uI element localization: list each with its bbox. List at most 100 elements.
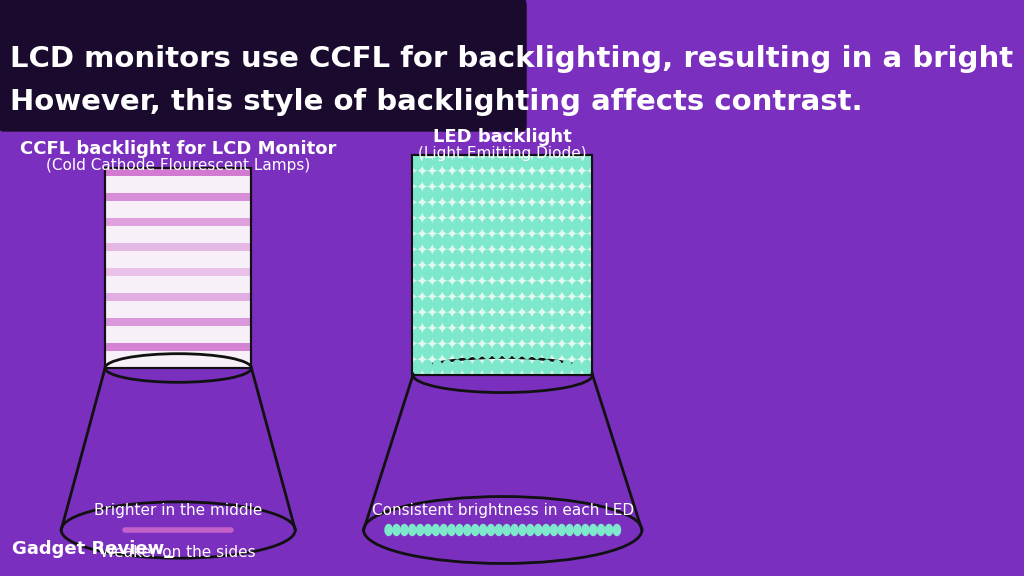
Circle shape <box>562 282 571 295</box>
Circle shape <box>552 172 561 185</box>
Text: Consistent brightness in each LED: Consistent brightness in each LED <box>372 503 634 518</box>
Circle shape <box>543 329 552 343</box>
Bar <box>105 193 251 200</box>
Circle shape <box>543 172 552 185</box>
Circle shape <box>482 344 492 358</box>
Circle shape <box>453 360 462 374</box>
Circle shape <box>463 360 472 374</box>
Circle shape <box>472 203 482 217</box>
Circle shape <box>522 297 531 311</box>
Bar <box>105 168 251 368</box>
Circle shape <box>493 234 502 248</box>
Circle shape <box>512 234 521 248</box>
Circle shape <box>482 172 492 185</box>
Circle shape <box>472 282 482 295</box>
Circle shape <box>503 187 512 201</box>
Bar <box>105 168 251 368</box>
Circle shape <box>453 329 462 343</box>
Circle shape <box>503 282 512 295</box>
Circle shape <box>423 282 432 295</box>
Circle shape <box>400 525 408 536</box>
Circle shape <box>479 525 486 536</box>
Circle shape <box>562 250 571 264</box>
Text: However, this style of backlighting affects contrast.: However, this style of backlighting affe… <box>10 88 862 116</box>
Circle shape <box>472 250 482 264</box>
Circle shape <box>472 360 482 374</box>
Circle shape <box>526 525 534 536</box>
Circle shape <box>583 344 592 358</box>
Circle shape <box>482 203 492 217</box>
Circle shape <box>463 266 472 280</box>
Text: Weaker on the sides: Weaker on the sides <box>100 545 256 560</box>
Circle shape <box>423 187 432 201</box>
Circle shape <box>493 156 502 170</box>
Circle shape <box>583 313 592 327</box>
Circle shape <box>453 187 462 201</box>
Circle shape <box>393 525 400 536</box>
Circle shape <box>562 156 571 170</box>
Circle shape <box>562 329 571 343</box>
Circle shape <box>512 250 521 264</box>
Circle shape <box>590 525 597 536</box>
Circle shape <box>432 344 442 358</box>
Circle shape <box>417 525 424 536</box>
Circle shape <box>447 525 456 536</box>
Circle shape <box>453 266 462 280</box>
Circle shape <box>572 156 582 170</box>
Circle shape <box>532 203 542 217</box>
Circle shape <box>482 282 492 295</box>
Circle shape <box>432 250 442 264</box>
Circle shape <box>442 250 452 264</box>
Circle shape <box>543 344 552 358</box>
Circle shape <box>519 525 526 536</box>
Circle shape <box>572 297 582 311</box>
Circle shape <box>572 313 582 327</box>
Circle shape <box>583 203 592 217</box>
Circle shape <box>463 187 472 201</box>
Circle shape <box>493 329 502 343</box>
Circle shape <box>562 344 571 358</box>
Circle shape <box>512 187 521 201</box>
Text: (Light Emitting Diode): (Light Emitting Diode) <box>419 146 587 161</box>
Circle shape <box>453 234 462 248</box>
Circle shape <box>583 172 592 185</box>
Circle shape <box>550 525 557 536</box>
Circle shape <box>493 344 502 358</box>
Circle shape <box>522 344 531 358</box>
Circle shape <box>512 313 521 327</box>
Circle shape <box>432 187 442 201</box>
Circle shape <box>471 525 479 536</box>
Bar <box>105 218 251 225</box>
Circle shape <box>413 297 422 311</box>
Circle shape <box>413 187 422 201</box>
Circle shape <box>583 156 592 170</box>
Circle shape <box>432 156 442 170</box>
Circle shape <box>472 329 482 343</box>
Circle shape <box>566 525 573 536</box>
Circle shape <box>442 172 452 185</box>
Circle shape <box>413 282 422 295</box>
Circle shape <box>532 156 542 170</box>
Circle shape <box>572 250 582 264</box>
Circle shape <box>532 313 542 327</box>
Circle shape <box>423 234 432 248</box>
Circle shape <box>552 250 561 264</box>
Circle shape <box>453 313 462 327</box>
Circle shape <box>472 156 482 170</box>
Circle shape <box>532 250 542 264</box>
Circle shape <box>423 297 432 311</box>
Circle shape <box>413 156 422 170</box>
Bar <box>105 243 251 251</box>
Circle shape <box>543 234 552 248</box>
Circle shape <box>583 282 592 295</box>
Circle shape <box>552 234 561 248</box>
Bar <box>105 343 251 351</box>
Circle shape <box>442 187 452 201</box>
Circle shape <box>423 219 432 233</box>
Circle shape <box>493 203 502 217</box>
Circle shape <box>522 266 531 280</box>
Circle shape <box>512 156 521 170</box>
Circle shape <box>423 172 432 185</box>
Circle shape <box>413 172 422 185</box>
Circle shape <box>432 525 439 536</box>
